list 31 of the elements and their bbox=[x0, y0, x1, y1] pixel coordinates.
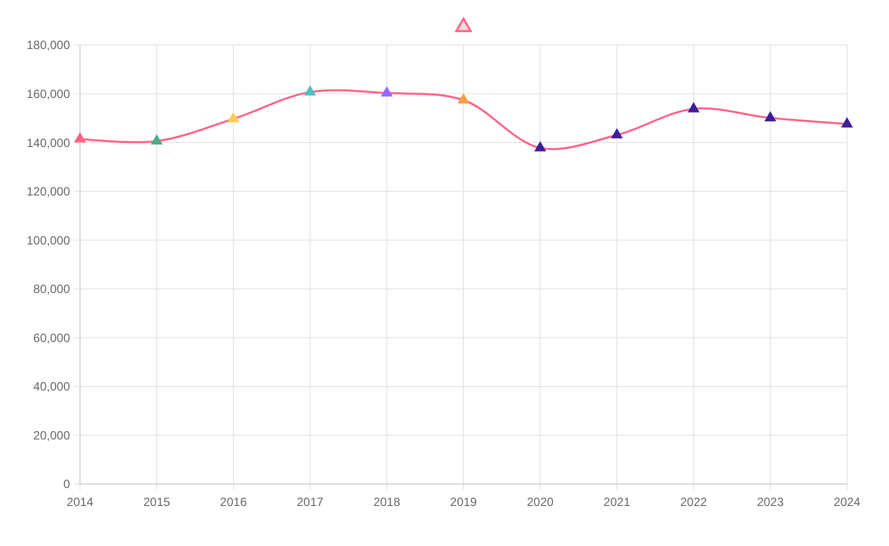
point bbox=[534, 142, 546, 152]
y-tick-label: 0 bbox=[63, 477, 70, 492]
y-tick-label: 160,000 bbox=[26, 86, 70, 101]
x-tick-label: 2024 bbox=[834, 495, 861, 509]
x-tick-label: 2014 bbox=[66, 495, 94, 509]
y-tick-label: 180,000 bbox=[26, 38, 70, 52]
y-tick-label: 40,000 bbox=[33, 380, 70, 394]
y-tick-label: 20,000 bbox=[33, 428, 70, 442]
x-tick-label: 2015 bbox=[143, 495, 170, 509]
point bbox=[611, 128, 622, 138]
point bbox=[151, 134, 162, 145]
x-tick-label: 2017 bbox=[296, 495, 324, 509]
y-tick-label: 100,000 bbox=[26, 233, 70, 248]
point bbox=[304, 86, 316, 96]
x-tick-label: 2016 bbox=[220, 495, 248, 509]
x-tick-label: 2018 bbox=[373, 495, 400, 509]
x-tick-label: 2021 bbox=[604, 495, 631, 509]
x-tick-label: 2023 bbox=[756, 495, 784, 509]
y-tick-label: 80,000 bbox=[33, 282, 70, 296]
y-tick-label: 60,000 bbox=[33, 330, 70, 345]
x-tick-label: 2022 bbox=[680, 495, 708, 509]
y-tick-label: 120,000 bbox=[26, 184, 70, 199]
point bbox=[764, 112, 776, 122]
x-tick-label: 2020 bbox=[526, 495, 554, 509]
point bbox=[228, 112, 239, 122]
y-tick-label: 140,000 bbox=[26, 136, 70, 150]
point bbox=[381, 86, 392, 96]
point bbox=[458, 94, 470, 104]
point bbox=[841, 118, 853, 128]
x-tick-label: 2019 bbox=[450, 495, 478, 509]
point bbox=[688, 102, 700, 112]
